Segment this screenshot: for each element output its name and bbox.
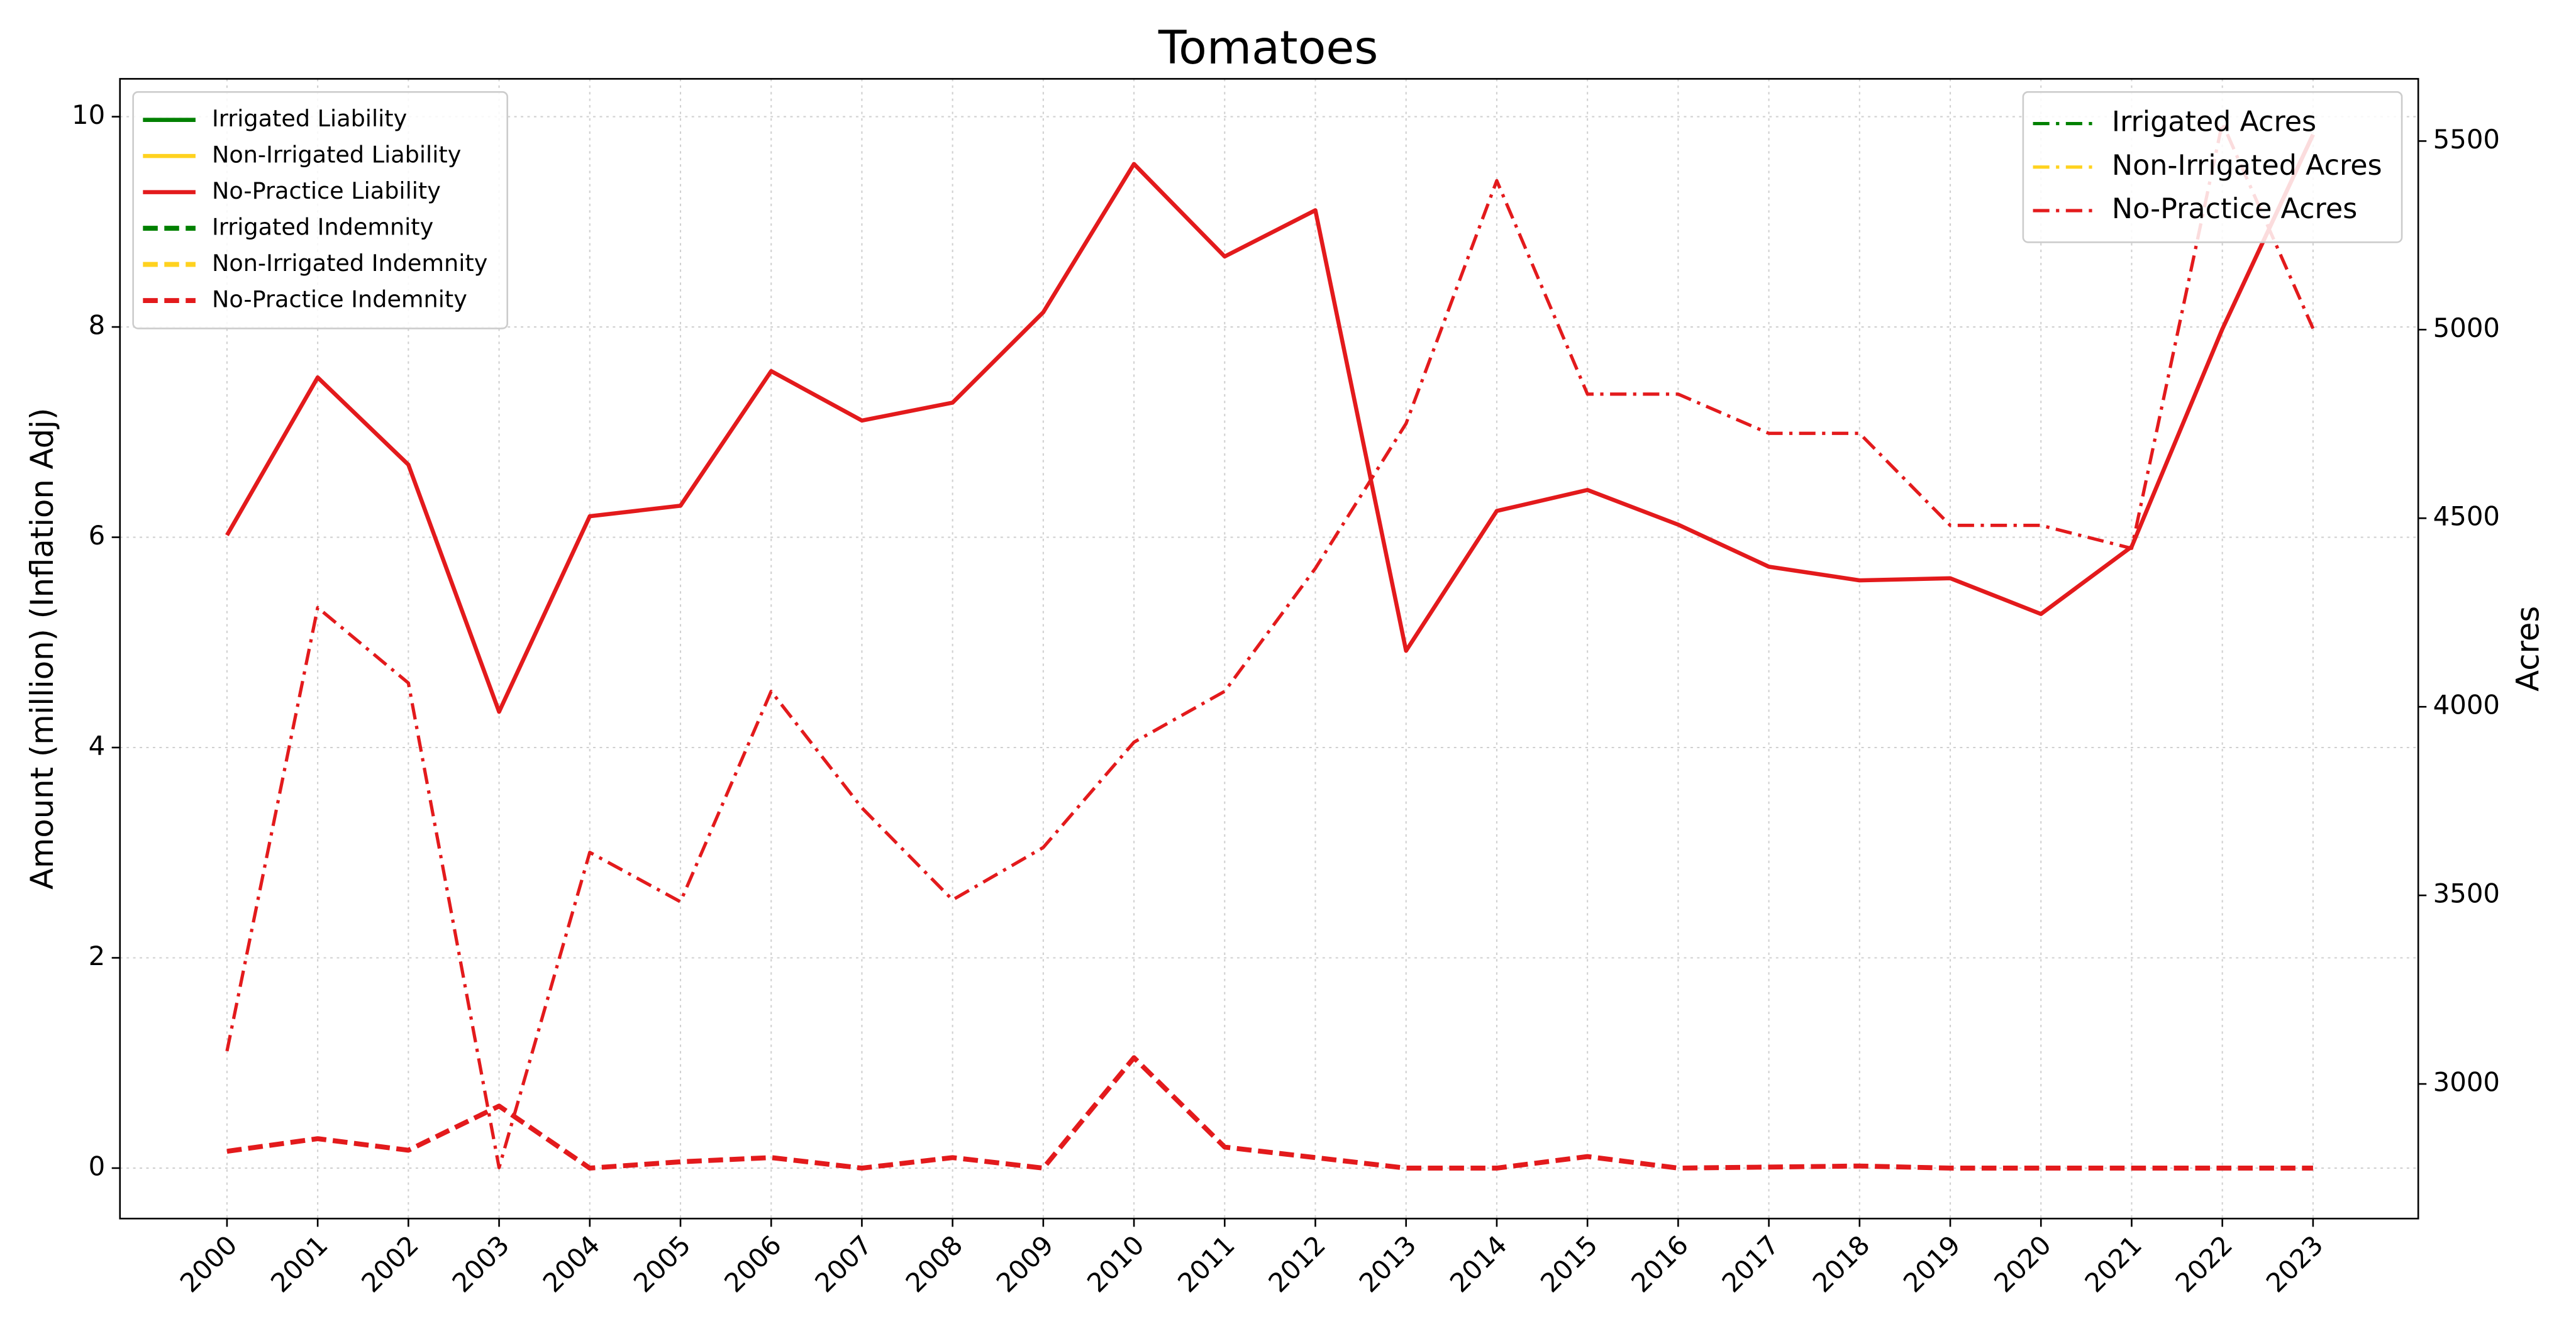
y-tick-label: 2 <box>89 941 106 971</box>
y2-tick-label: 5000 <box>2433 312 2500 343</box>
y2-tick-label: 4500 <box>2433 501 2500 532</box>
y-tick-label: 8 <box>89 310 106 341</box>
legend-label: Irrigated Acres <box>2112 106 2316 138</box>
y2-tick-label: 5500 <box>2433 124 2500 155</box>
y2-axis-label: Acres <box>2509 606 2546 692</box>
axes-frame <box>119 78 2419 1220</box>
chart-title: Tomatoes <box>1158 21 1379 75</box>
series-line <box>226 1055 2313 1171</box>
y2-tick-label: 4000 <box>2433 690 2500 720</box>
legend-label: Irrigated Indemnity <box>212 214 433 241</box>
legend-box <box>132 91 508 329</box>
y2-tick-label: 3000 <box>2433 1067 2500 1098</box>
y-axis-label: Amount (million) (Inflation Adj) <box>24 408 60 890</box>
series-line <box>225 121 2315 1169</box>
legend-box <box>2022 91 2403 243</box>
plot-area <box>225 121 2315 1171</box>
y-tick-label: 4 <box>89 731 106 761</box>
y-tick-label: 10 <box>72 99 105 130</box>
legend-label: Non-Irrigated Indemnity <box>212 250 487 277</box>
legend-label: Non-Irrigated Acres <box>2112 150 2382 182</box>
legend-label: No-Practice Acres <box>2112 193 2357 225</box>
legend: Irrigated Liability Non-Irrigated Liabili… <box>132 91 508 329</box>
legends: Irrigated Liability Non-Irrigated Liabili… <box>132 91 2403 329</box>
y-tick-label: 0 <box>89 1151 106 1181</box>
legend-label: No-Practice Indemnity <box>212 286 467 313</box>
legend: Irrigated Acres Non-Irrigated Acres No-Pra… <box>2022 91 2403 243</box>
legend-label: Irrigated Liability <box>212 105 407 132</box>
legend-label: Non-Irrigated Liability <box>212 141 461 168</box>
series-line <box>225 133 2315 714</box>
legend-label: No-Practice Liability <box>212 177 441 204</box>
y-tick-label: 6 <box>89 520 106 551</box>
y2-tick-label: 3500 <box>2433 878 2500 909</box>
